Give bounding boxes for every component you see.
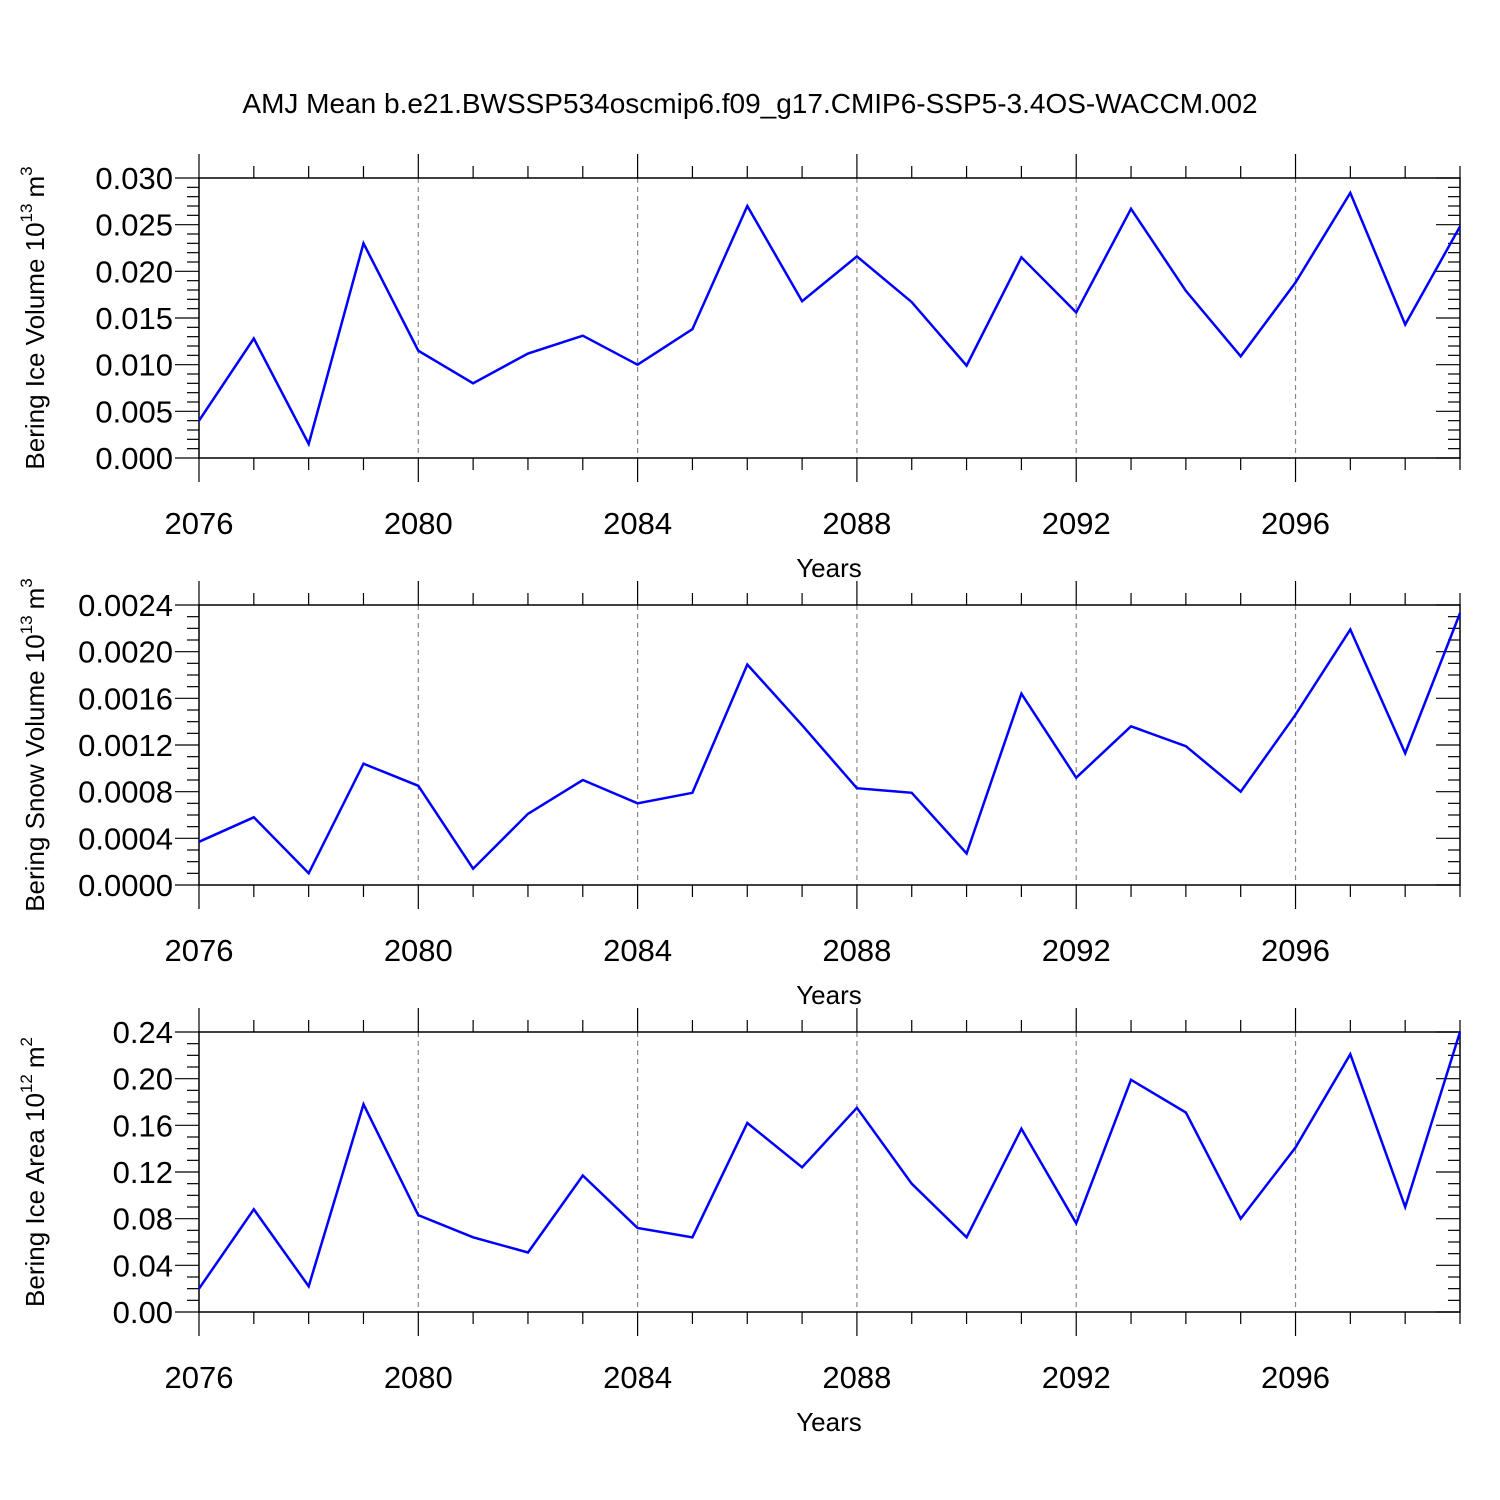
panel-3: 0.00 0.04 0.08 0.12 0.16 0.20 0.24 2076 2080 2084… (17, 1008, 1462, 1437)
series-line (197, 1031, 1462, 1290)
y-axis-label-part: m (20, 588, 50, 610)
series-line (197, 190, 1462, 448)
y-axis-label-part: 3 (17, 578, 36, 587)
plot-frame (198, 177, 1461, 459)
x-tick-label: 2096 (1261, 1360, 1330, 1395)
x-tick-label: 2076 (165, 1360, 234, 1395)
y-axis-label: Bering Ice Area 1012 m2 (17, 1037, 50, 1307)
x-tick-label: 2096 (1261, 933, 1330, 968)
y-tick-label: 0.24 (113, 1015, 173, 1050)
y-tick-label: 0.0004 (78, 821, 173, 856)
x-axis-label: Years (796, 553, 862, 583)
panel-1: 0.000 0.005 0.010 0.015 0.020 0.025 0.030 2076 2… (17, 154, 1462, 583)
x-axis-label: Years (796, 980, 862, 1010)
x-tick-label: 2092 (1042, 933, 1111, 968)
y-tick-label: 0.010 (95, 348, 173, 383)
x-tick-label: 2080 (384, 933, 453, 968)
y-tick-label: 0.005 (95, 394, 173, 429)
y-axis-label-part: Bering Snow Volume 10 (20, 634, 50, 912)
y-tick-label: 0.030 (95, 161, 173, 196)
y-tick-label: 0.0024 (78, 588, 173, 623)
x-tick-label: 2096 (1261, 506, 1330, 541)
y-tick-label: 0.0012 (78, 728, 173, 763)
y-tick-label: 0.020 (95, 254, 173, 289)
x-tick-label: 2076 (165, 933, 234, 968)
y-tick-label: 0.0000 (78, 868, 173, 903)
y-tick-label: 0.08 (113, 1202, 173, 1237)
x-tick-label: 2088 (822, 933, 891, 968)
x-tick-label: 2088 (822, 1360, 891, 1395)
x-tick-label: 2092 (1042, 506, 1111, 541)
y-axis-label-part: m (20, 1046, 50, 1068)
y-tick-label: 0.00 (113, 1295, 173, 1330)
y-tick-label: 0.20 (113, 1062, 173, 1097)
x-tick-label: 2084 (603, 1360, 672, 1395)
x-tick-label: 2092 (1042, 1360, 1111, 1395)
y-axis-label-part: m (20, 176, 50, 198)
x-tick-label: 2084 (603, 933, 672, 968)
y-tick-label: 0.025 (95, 208, 173, 243)
y-tick-label: 0.0020 (78, 635, 173, 670)
plot-frame (198, 604, 1461, 886)
x-tick-label: 2076 (165, 506, 234, 541)
x-tick-label: 2080 (384, 1360, 453, 1395)
y-axis-label-part: 12 (17, 1074, 36, 1093)
y-axis-label-part: 3 (17, 166, 36, 175)
x-tick-label: 2084 (603, 506, 672, 541)
y-axis-label: Bering Snow Volume 1013 m3 (17, 578, 50, 912)
x-axis-label: Years (796, 1407, 862, 1437)
y-axis-label: Bering Ice Volume 1013 m3 (17, 166, 50, 469)
y-axis-label-part: 13 (17, 615, 36, 634)
y-axis-label-part: Bering Ice Area 10 (20, 1093, 50, 1307)
series-line (198, 612, 1462, 876)
y-axis-label-part: 2 (17, 1037, 36, 1046)
y-tick-label: 0.16 (113, 1108, 173, 1143)
x-tick-label: 2088 (822, 506, 891, 541)
y-axis-label-part: 13 (17, 204, 36, 223)
y-tick-label: 0.000 (95, 441, 173, 476)
y-tick-label: 0.12 (113, 1155, 173, 1190)
y-tick-label: 0.04 (113, 1248, 173, 1283)
y-tick-label: 0.015 (95, 301, 173, 336)
figure-title: AMJ Mean b.e21.BWSSP534oscmip6.f09_g17.C… (242, 88, 1257, 119)
plot-frame (198, 1031, 1461, 1313)
y-axis-label-part: Bering Ice Volume 10 (20, 222, 50, 469)
panel-2: 0.0000 0.0004 0.0008 0.0012 0.0016 0.0020 0.00… (17, 578, 1462, 1010)
x-tick-label: 2080 (384, 506, 453, 541)
y-tick-label: 0.0008 (78, 775, 173, 810)
y-tick-label: 0.0016 (78, 681, 173, 716)
